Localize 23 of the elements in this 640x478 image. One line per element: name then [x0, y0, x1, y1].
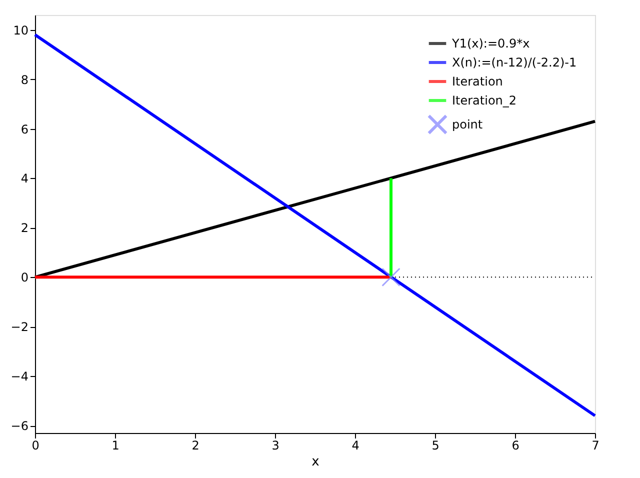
y-tick-label: 0 — [20, 270, 28, 285]
y-tick-label: −6 — [10, 419, 28, 434]
x-tick-label: 0 — [32, 438, 40, 452]
x-tick-label: 7 — [592, 438, 600, 452]
y-tick-label: 6 — [20, 122, 28, 136]
y-tick-label: −4 — [10, 370, 28, 384]
legend-label: Y1(x):=0.9*x — [451, 36, 530, 50]
x-tick-label: 3 — [272, 438, 280, 452]
x-tick-label: 1 — [112, 438, 120, 452]
legend-label: Iteration_2 — [452, 94, 517, 108]
y-tick-label: 8 — [20, 72, 28, 87]
x-tick-label: 2 — [192, 438, 200, 452]
x-tick-label: 5 — [432, 438, 440, 452]
y-tick-label: 4 — [20, 172, 28, 186]
y-tick-label: −2 — [10, 320, 28, 334]
x-tick-label: 4 — [352, 438, 360, 452]
legend-label: Iteration — [452, 74, 503, 88]
x-axis-title: x — [312, 454, 320, 470]
y-tick-label: 2 — [20, 221, 28, 236]
legend-label: X(n):=(n-12)/(-2.2)-1 — [452, 56, 577, 70]
x-tick-label: 6 — [512, 438, 520, 452]
legend-label: point — [452, 118, 483, 132]
y-tick-label: 10 — [13, 23, 28, 38]
